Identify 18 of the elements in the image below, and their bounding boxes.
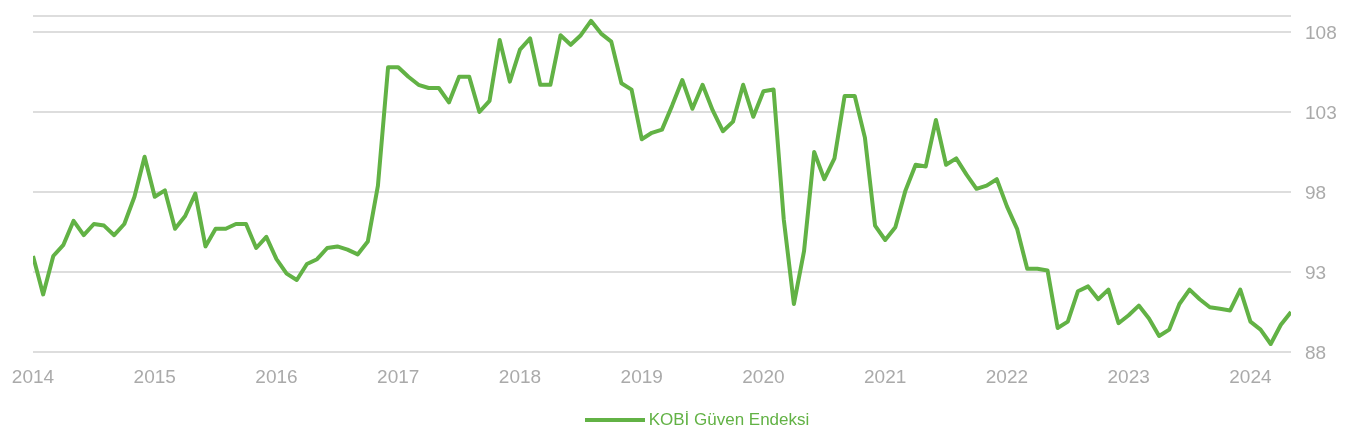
x-tick-label: 2015 bbox=[133, 366, 176, 388]
x-tick-label: 2023 bbox=[1107, 366, 1150, 388]
x-tick-label: 2014 bbox=[11, 366, 55, 388]
x-tick-label: 2022 bbox=[985, 366, 1029, 388]
x-tick-label: 2018 bbox=[498, 366, 542, 388]
x-tick-label: 2019 bbox=[620, 366, 663, 388]
line-series bbox=[33, 18, 1291, 346]
legend-label: KOBİ Güven Endeksi bbox=[647, 410, 810, 430]
y-tick-label: 98 bbox=[1305, 181, 1327, 203]
y-tick-label: 103 bbox=[1305, 101, 1337, 123]
y-tick-label: 93 bbox=[1305, 261, 1327, 283]
x-tick-label: 2017 bbox=[377, 366, 420, 388]
x-tick-label: 2020 bbox=[742, 366, 785, 388]
x-tick-label: 2016 bbox=[255, 366, 298, 388]
y-tick-label: 88 bbox=[1305, 341, 1327, 363]
x-tick-label: 2021 bbox=[864, 366, 907, 388]
x-tick-label: 2024 bbox=[1229, 366, 1272, 388]
y-tick-label: 108 bbox=[1305, 21, 1337, 43]
